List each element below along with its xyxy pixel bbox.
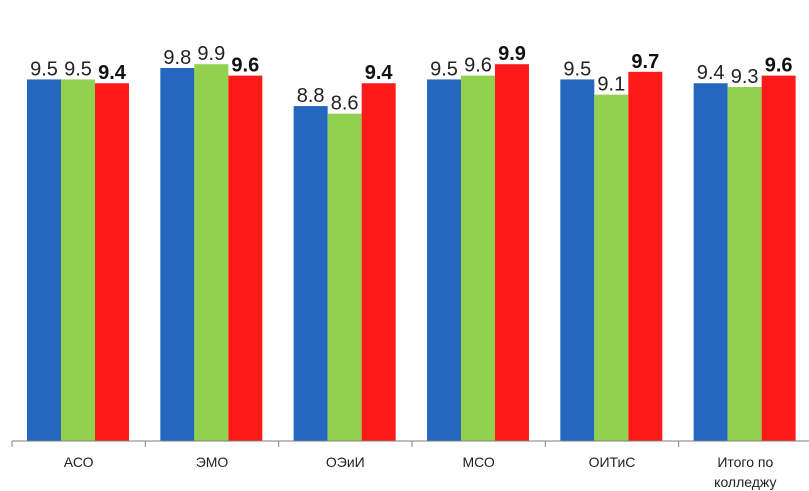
bar-4-series-3	[494, 64, 529, 442]
bar-5-series-2	[594, 94, 629, 442]
value-label-2-series-1: 9.8	[163, 47, 191, 69]
bar-2-series-3	[228, 75, 263, 442]
category-label-3: ОЭиИ	[326, 454, 365, 470]
bar-1-series-3	[95, 83, 129, 442]
bar-1-series-1	[27, 79, 61, 442]
value-label-1-series-3: 9.4	[98, 62, 127, 84]
category-label-2: ЭМО	[196, 454, 229, 470]
category-label-1: АСО	[64, 454, 94, 470]
bar-6-series-1	[693, 83, 728, 442]
value-label-1-series-2: 9.5	[64, 58, 92, 80]
value-label-5-series-3: 9.7	[631, 51, 659, 73]
value-label-3-series-2: 8.6	[331, 93, 359, 115]
category-label-4: МСО	[462, 454, 494, 470]
value-label-1-series-1: 9.5	[30, 58, 58, 80]
value-label-5-series-1: 9.5	[563, 58, 591, 80]
bar-4-series-1	[426, 79, 461, 442]
value-label-3-series-1: 8.8	[297, 85, 325, 107]
bar-1-series-2	[61, 79, 95, 442]
value-label-6-series-1: 9.4	[697, 62, 725, 84]
value-label-5-series-2: 9.1	[597, 74, 625, 96]
category-label-5: ОИТиС	[589, 454, 636, 470]
value-labels-layer: 9.5 9.5 9.4 9.8 9.9 9.6 8.8 8.6 9.4 9.5 9.6 9.9 9.5 9…	[30, 43, 792, 114]
value-label-3-series-3: 9.4	[365, 62, 394, 84]
bar-3-series-3	[361, 83, 396, 442]
bar-4-series-2	[460, 75, 495, 442]
bar-2-series-1	[160, 68, 195, 441]
bar-5-series-1	[560, 79, 595, 442]
value-label-2-series-2: 9.9	[197, 43, 225, 65]
bar-5-series-3	[628, 71, 663, 441]
bar-3-series-2	[327, 113, 362, 442]
x-axis	[11, 440, 809, 447]
value-label-4-series-1: 9.5	[430, 58, 458, 80]
bar-3-series-1	[293, 106, 328, 441]
value-label-6-series-2: 9.3	[731, 66, 759, 88]
value-label-4-series-3: 9.9	[498, 43, 526, 65]
bar-2-series-2	[194, 64, 229, 442]
bars-layer	[27, 64, 796, 442]
value-label-4-series-2: 9.6	[464, 55, 492, 77]
category-labels-layer: АСО ЭМО ОЭиИ МСО ОИТиС Итого по колледжу	[64, 454, 777, 490]
value-label-2-series-3: 9.6	[231, 55, 259, 77]
bar-6-series-2	[727, 87, 762, 441]
category-label-6: Итого по колледжу	[714, 454, 776, 490]
bar-6-series-3	[761, 75, 796, 442]
value-label-6-series-3: 9.6	[765, 55, 793, 77]
